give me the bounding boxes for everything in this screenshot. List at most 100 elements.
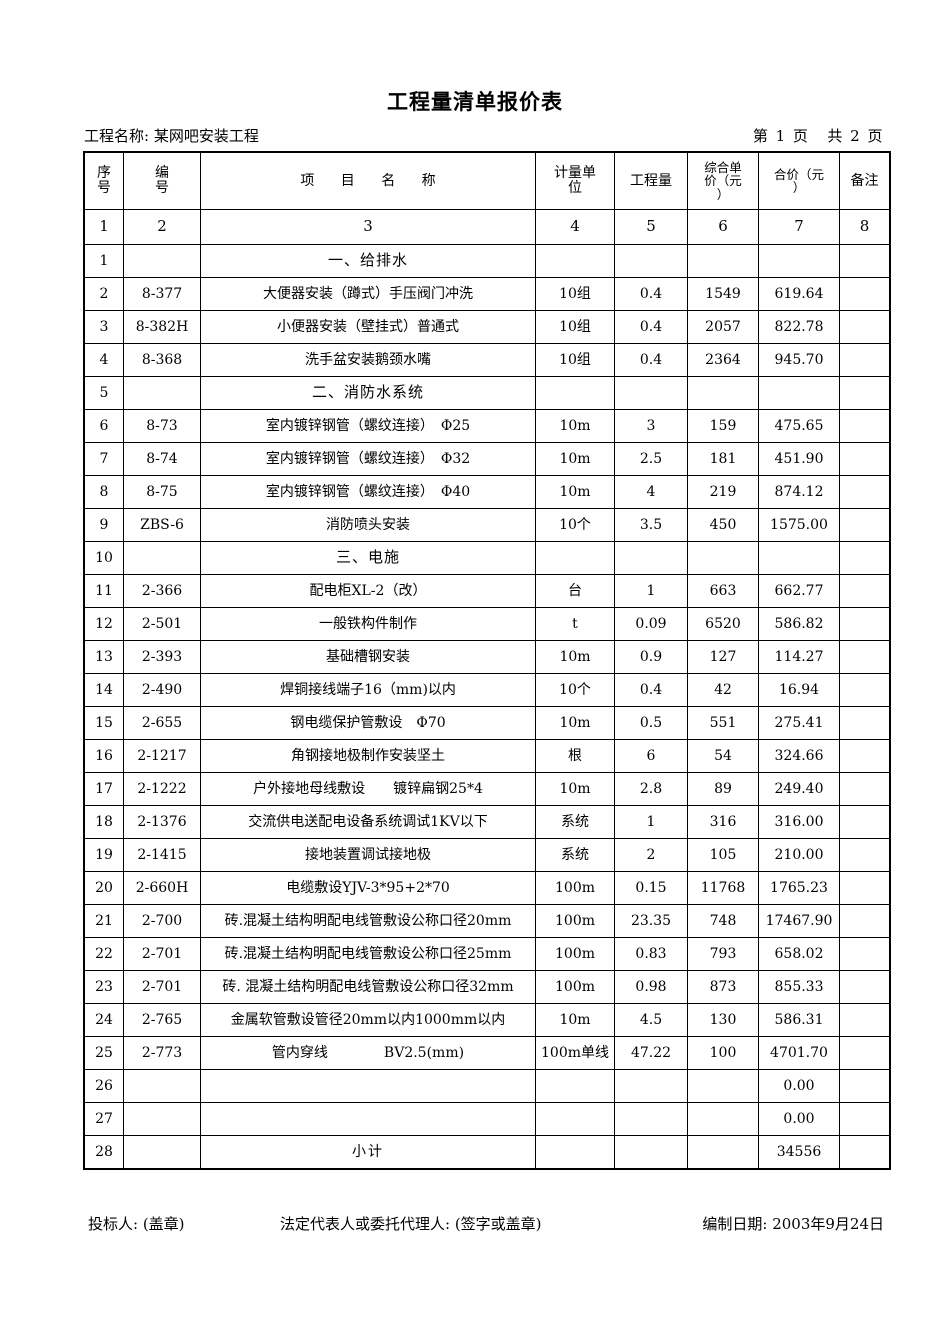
cell-amount (758, 376, 840, 410)
cell-amount: 17467.90 (758, 904, 840, 938)
cell-code: 2-393 (123, 640, 201, 674)
cell-remark (839, 244, 890, 278)
cell-amount: 114.27 (758, 640, 840, 674)
cell-amount: 475.65 (758, 409, 840, 443)
cell-remark (839, 541, 890, 575)
cell-amount: 822.78 (758, 310, 840, 344)
cell-remark (839, 376, 890, 410)
cell-remark (839, 904, 890, 938)
table-row: 6 8-73 室内镀锌钢管（螺纹连接） Φ25 10m 3 159 475.65 (84, 409, 890, 443)
table-row: 7 8-74 室内镀锌钢管（螺纹连接） Φ32 10m 2.5 181 451.90 (84, 442, 890, 476)
cell-item-name: 砖.混凝土结构明配电线管敷设公称口径20mm (200, 904, 536, 938)
cell-unit-price: 873 (687, 970, 759, 1004)
header-unit-price-line3: ） (716, 186, 730, 202)
cell-quantity: 0.4 (614, 277, 688, 311)
cell-unit-price (687, 1069, 759, 1103)
cell-item-name: 砖. 混凝土结构明配电线管敷设公称口径32mm (200, 970, 536, 1004)
cell-unit-price (687, 1102, 759, 1136)
cell-quantity: 0.5 (614, 706, 688, 740)
header-code: 编 号 (123, 152, 201, 210)
cell-unit: 100m (535, 871, 615, 905)
cell-code: 2-366 (123, 574, 201, 608)
cell-item-name: 管内穿线 BV2.5(mm) (200, 1036, 536, 1070)
cell-amount: 945.70 (758, 343, 840, 377)
cell-serial-no: 16 (84, 739, 124, 773)
page-number-block: 第 1 页共 2 页 (753, 124, 884, 148)
cell-amount: 0.00 (758, 1102, 840, 1136)
cell-unit: 10m (535, 475, 615, 509)
cell-serial-no: 14 (84, 673, 124, 707)
cell-unit: 100m单线 (535, 1036, 615, 1070)
cell-code: ZBS-6 (123, 508, 201, 542)
cell-unit: 台 (535, 574, 615, 608)
cell-item-name (200, 1102, 536, 1136)
cell-code (123, 541, 201, 575)
header-amount-line1: 合价（元 (773, 166, 824, 182)
table-row: 21 2-700 砖.混凝土结构明配电线管敷设公称口径20mm 100m 23.35 74… (84, 904, 890, 938)
cell-unit-price (687, 541, 759, 575)
cell-amount: 316.00 (758, 805, 840, 839)
cell-quantity: 2.5 (614, 442, 688, 476)
header-unit-price-line1: 综合单 (704, 160, 742, 176)
cell-unit-price: 450 (687, 508, 759, 542)
cell-item-name: 室内镀锌钢管（螺纹连接） Φ25 (200, 409, 536, 443)
cell-unit-price: 219 (687, 475, 759, 509)
project-name-label: 工程名称: (84, 127, 150, 145)
cell-remark (839, 277, 890, 311)
footer-date-label: 编制日期: (702, 1215, 768, 1233)
cell-serial-no: 28 (84, 1135, 124, 1169)
cell-remark (839, 739, 890, 773)
colnum-5: 5 (614, 209, 688, 245)
cell-item-name: 接地装置调试接地极 (200, 838, 536, 872)
cell-quantity: 0.4 (614, 343, 688, 377)
cell-remark (839, 574, 890, 608)
colnum-8: 8 (839, 209, 890, 245)
cell-serial-no: 2 (84, 277, 124, 311)
header-unit-line2: 位 (568, 180, 582, 196)
cell-serial-no: 8 (84, 475, 124, 509)
table-row: 23 2-701 砖. 混凝土结构明配电线管敷设公称口径32mm 100m 0.98 87… (84, 970, 890, 1004)
cell-unit (535, 244, 615, 278)
cell-unit: 根 (535, 739, 615, 773)
table-row: 8 8-75 室内镀锌钢管（螺纹连接） Φ40 10m 4 219 874.12 (84, 475, 890, 509)
table-row: 18 2-1376 交流供电送配电设备系统调试1KV以下 系统 1 316 316.00 (84, 805, 890, 839)
cell-item-name: 电缆敷设YJV-3*95+2*70 (200, 871, 536, 905)
table-header-row: 序 号 编 号 项 目 名 称 计量单 位 工程量 综合单 价（元 (84, 152, 890, 210)
cell-unit (535, 541, 615, 575)
header-serial-no-line1: 序 (97, 165, 111, 182)
cell-remark (839, 1036, 890, 1070)
cell-unit-price: 2057 (687, 310, 759, 344)
table-row: 4 8-368 洗手盆安装鹅颈水嘴 10组 0.4 2364 945.70 (84, 343, 890, 377)
cell-serial-no: 15 (84, 706, 124, 740)
header-unit: 计量单 位 (535, 152, 615, 210)
cell-code: 8-377 (123, 277, 201, 311)
cell-amount: 4701.70 (758, 1036, 840, 1070)
table-row: 13 2-393 基础槽钢安装 10m 0.9 127 114.27 (84, 640, 890, 674)
cell-quantity (614, 376, 688, 410)
cell-amount: 662.77 (758, 574, 840, 608)
cell-amount: 324.66 (758, 739, 840, 773)
cell-amount: 275.41 (758, 706, 840, 740)
table-row: 26 0.00 (84, 1069, 890, 1103)
cell-serial-no: 12 (84, 607, 124, 641)
cell-code: 8-75 (123, 475, 201, 509)
table-row: 3 8-382H 小便器安装（壁挂式）普通式 10组 0.4 2057 822.78 (84, 310, 890, 344)
cell-unit-price: 316 (687, 805, 759, 839)
cell-item-name: 户外接地母线敷设 镀锌扁钢25*4 (200, 772, 536, 806)
cell-code (123, 1069, 201, 1103)
footer-date-block: 编制日期: 2003年9月24日 (702, 1212, 884, 1236)
table-row: 20 2-660H 电缆敷设YJV-3*95+2*70 100m 0.15 11768 17… (84, 871, 890, 905)
cell-serial-no: 9 (84, 508, 124, 542)
cell-item-name (200, 1069, 536, 1103)
header-code-line1: 编 (155, 165, 169, 182)
cell-unit-price: 159 (687, 409, 759, 443)
cell-serial-no: 17 (84, 772, 124, 806)
cell-serial-no: 27 (84, 1102, 124, 1136)
table-row: 5 二、消防水系统 (84, 376, 890, 410)
cell-unit: 10m (535, 772, 615, 806)
footer-date-value: 2003年9月24日 (772, 1215, 884, 1233)
table-row: 15 2-655 钢电缆保护管敷设 Φ70 10m 0.5 551 275.41 (84, 706, 890, 740)
cell-item-name: 焊铜接线端子16（mm)以内 (200, 673, 536, 707)
cell-remark (839, 673, 890, 707)
cell-amount: 16.94 (758, 673, 840, 707)
